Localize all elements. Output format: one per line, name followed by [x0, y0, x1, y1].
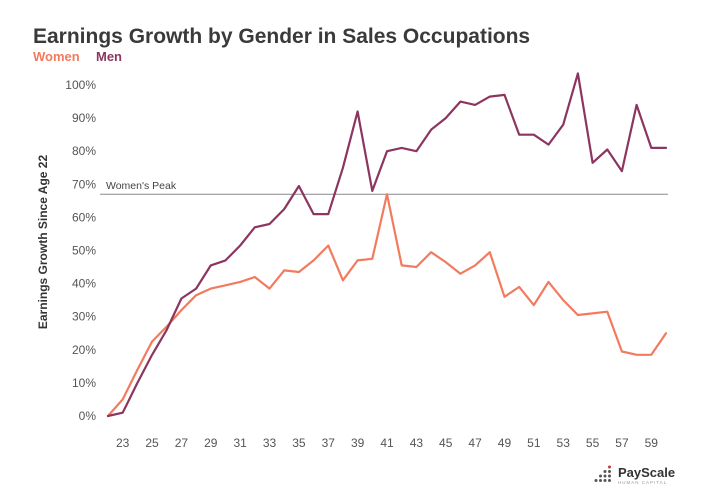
brand-name: PayScale	[618, 465, 675, 480]
y-tick-label: 50%	[72, 244, 96, 258]
x-tick-label: 53	[557, 436, 571, 450]
x-tick-label: 25	[145, 436, 159, 450]
x-tick-label: 43	[410, 436, 424, 450]
y-tick-label: 100%	[65, 78, 96, 92]
x-tick-label: 35	[292, 436, 306, 450]
series-line-men	[106, 72, 668, 418]
logo-dot	[603, 474, 607, 478]
x-tick-label: 27	[175, 436, 189, 450]
y-tick-label: 10%	[72, 376, 96, 390]
x-tick-label: 29	[204, 436, 218, 450]
brand-tagline: HUMAN CAPITAL	[618, 480, 667, 485]
logo-dot	[594, 479, 598, 482]
x-tick-label: 39	[351, 436, 365, 450]
x-tick-label: 59	[645, 436, 659, 450]
series-lines	[106, 72, 668, 418]
logo-dot	[608, 470, 611, 473]
logo-dot	[608, 465, 611, 469]
series-line-women	[106, 193, 668, 418]
y-axis-label: Earnings Growth Since Age 22	[36, 155, 50, 330]
y-tick-label: 30%	[72, 310, 96, 324]
x-tick-label: 47	[468, 436, 482, 450]
x-tick-label: 55	[586, 436, 600, 450]
legend-women: Women	[33, 49, 80, 64]
x-tick-label: 31	[233, 436, 247, 450]
x-tick-label: 33	[263, 436, 277, 450]
x-ticks: 23 25 27 29 31 33 35 37 39 41 43 45 47 49 51 53 55 57 59	[116, 436, 658, 450]
logo-dot	[603, 479, 607, 482]
x-tick-label: 49	[498, 436, 512, 450]
y-tick-label: 40%	[72, 277, 96, 291]
payscale-logo: PayScale HUMAN CAPITAL	[594, 465, 675, 485]
logo-dot	[599, 474, 602, 478]
y-tick-label: 20%	[72, 343, 96, 357]
logo-dot	[608, 479, 611, 482]
chart-title: Earnings Growth by Gender in Sales Occup…	[33, 25, 530, 48]
y-tick-label: 80%	[72, 144, 96, 158]
logo-dot	[608, 474, 611, 478]
x-tick-label: 57	[615, 436, 629, 450]
legend-men: Men	[96, 49, 122, 64]
y-tick-label: 0%	[79, 409, 97, 423]
y-tick-label: 70%	[72, 177, 96, 191]
x-tick-label: 23	[116, 436, 130, 450]
logo-dot	[603, 470, 607, 473]
y-tick-label: 60%	[72, 210, 96, 224]
dot-grid-logo-icon	[594, 465, 611, 482]
x-tick-label: 45	[439, 436, 453, 450]
y-tick-label: 90%	[72, 111, 96, 125]
y-ticks: 0% 10% 20% 30% 40% 50% 60% 70% 80% 90% 100%	[65, 78, 96, 423]
logo-dot	[599, 479, 602, 482]
womens-peak-label: Women's Peak	[106, 180, 177, 192]
x-tick-label: 37	[322, 436, 336, 450]
x-tick-label: 51	[527, 436, 541, 450]
x-tick-label: 41	[380, 436, 394, 450]
